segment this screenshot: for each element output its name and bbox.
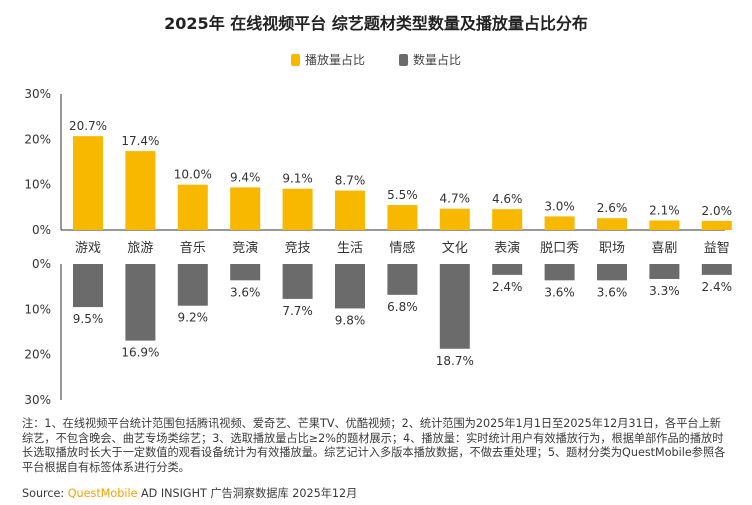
count-share-label: 2.4% [702, 280, 733, 294]
count-share-label: 6.8% [387, 300, 418, 314]
lower-tick-label: 30% [24, 393, 51, 407]
legend: 播放量占比 数量占比 [0, 51, 752, 68]
count-share-label: 16.9% [121, 346, 159, 360]
count-share-label: 7.7% [282, 304, 313, 318]
play-share-label: 5.5% [387, 188, 418, 202]
legend-swatch-count [399, 53, 408, 66]
play-share-bar [597, 218, 627, 230]
play-share-bar [177, 184, 208, 230]
chart-title: 2025年 在线视频平台 综艺题材类型数量及播放量占比分布 [164, 14, 588, 33]
upper-tick-label: 30% [24, 87, 51, 101]
lower-tick-label: 20% [24, 348, 51, 362]
legend-label-count: 数量占比 [413, 53, 462, 67]
category-label: 表演 [494, 240, 520, 256]
category-label: 喜剧 [651, 241, 677, 256]
questmobile-brand: QuestMobile [67, 487, 138, 500]
count-share-bar [387, 264, 418, 295]
legend-item-count[interactable]: 数量占比 [399, 51, 461, 68]
legend-swatch-play [290, 53, 300, 66]
upper-tick-label: 0% [32, 223, 51, 237]
count-share-label: 9.5% [73, 312, 104, 326]
count-share-label: 9.2% [178, 311, 209, 325]
play-share-bar [701, 220, 732, 230]
play-share-label: 4.6% [492, 192, 523, 206]
upper-tick-label: 20% [24, 132, 51, 146]
category-label: 益智 [704, 241, 730, 256]
category-label: 音乐 [180, 240, 206, 256]
category-label: 竞技 [285, 240, 311, 256]
play-share-label: 9.4% [230, 170, 261, 184]
play-share-label: 17.4% [121, 134, 159, 148]
category-label: 竞演 [232, 240, 258, 256]
play-share-bar [492, 209, 523, 230]
play-share-bar [230, 187, 261, 230]
count-share-label: 9.8% [335, 313, 366, 327]
count-share-bar [335, 264, 365, 309]
source-suffix: AD INSIGHT 广告洞察数据库 2025年12月 [137, 487, 358, 500]
count-share-label: 3.6% [597, 285, 628, 299]
chart-canvas: 30% 20% 10% 0% 0% 10% 20% 30% 20.7% 游戏 9.5% 17.4% 旅游… [24, 87, 733, 407]
play-share-bar [335, 190, 365, 230]
legend-label-play: 播放量占比 [304, 53, 365, 67]
count-share-label: 18.7% [436, 354, 474, 368]
play-share-label: 20.7% [69, 119, 107, 133]
count-share-label: 3.6% [230, 285, 261, 299]
count-share-bar [649, 264, 680, 279]
count-share-bar [125, 264, 156, 341]
play-share-label: 2.6% [597, 201, 628, 215]
play-share-bar [73, 136, 103, 230]
play-share-bar [387, 205, 418, 230]
count-share-bar [701, 264, 732, 275]
count-share-label: 3.6% [544, 285, 575, 299]
count-share-bar [73, 264, 103, 308]
play-share-label: 8.7% [335, 174, 366, 188]
category-label: 情感 [389, 240, 415, 256]
play-share-bar [439, 208, 470, 230]
play-share-bar [544, 216, 575, 230]
source-prefix: Source: [22, 487, 68, 500]
category-label: 游戏 [75, 241, 101, 256]
play-share-label: 10.0% [174, 168, 212, 182]
count-share-bar [177, 264, 208, 306]
source-line: Source: QuestMobile AD INSIGHT 广告洞察数据库 2… [22, 485, 357, 501]
category-label: 职场 [599, 241, 625, 256]
play-share-bar [125, 151, 156, 230]
count-share-bar [597, 264, 627, 281]
play-share-bar [649, 220, 680, 230]
play-share-label: 3.0% [544, 199, 575, 213]
count-share-bar [439, 264, 470, 349]
play-share-label: 2.1% [649, 203, 680, 217]
lower-tick-label: 0% [32, 257, 51, 271]
footnote: 注：1、在线视频平台统计范围包括腾讯视频、爱奇艺、芒果TV、优酷视频；2、统计范… [22, 417, 726, 474]
play-share-label: 4.7% [440, 192, 471, 206]
legend-item-play[interactable]: 播放量占比 [290, 51, 365, 68]
play-share-bar [282, 188, 313, 230]
category-label: 文化 [442, 241, 468, 256]
lower-tick-label: 10% [24, 302, 51, 316]
play-share-label: 9.1% [282, 172, 313, 186]
category-label: 脱口秀 [540, 241, 579, 256]
count-share-bar [282, 264, 313, 299]
category-label: 旅游 [127, 241, 153, 256]
count-share-bar [230, 264, 261, 281]
count-share-bar [492, 264, 523, 275]
category-label: 生活 [337, 241, 363, 256]
count-share-label: 3.3% [649, 284, 680, 298]
count-share-label: 2.4% [492, 280, 523, 294]
upper-tick-label: 10% [24, 178, 51, 192]
play-share-label: 2.0% [702, 204, 733, 218]
count-share-bar [544, 264, 575, 281]
